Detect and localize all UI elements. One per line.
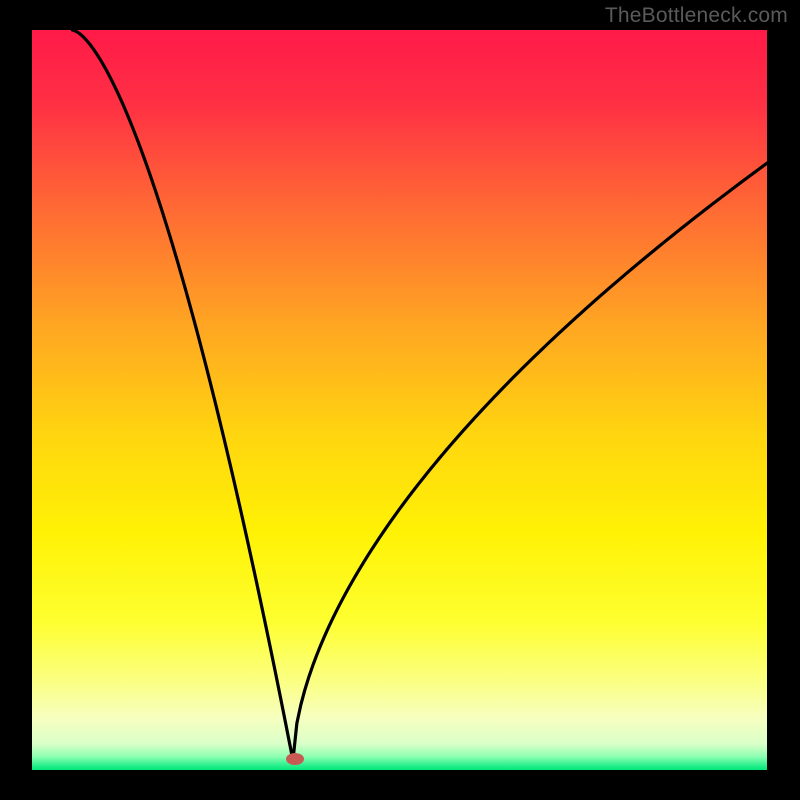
optimal-point-marker — [286, 753, 304, 765]
watermark-text: TheBottleneck.com — [605, 4, 788, 28]
chart-plot-area — [32, 30, 767, 770]
bottleneck-curve — [32, 30, 767, 770]
bottleneck-curve-path — [72, 30, 767, 760]
